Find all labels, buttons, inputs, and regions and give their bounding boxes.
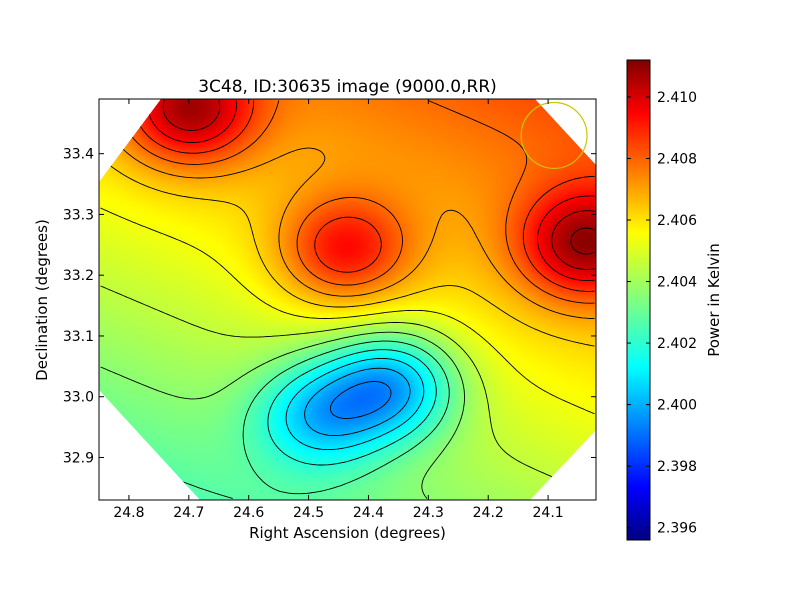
colorbar-tick-label: 2.400: [657, 398, 697, 414]
x-axis-ticks: 24.8 24.7 24.6 24.5 24.4 24.3 24.2 24.1: [113, 99, 564, 521]
colorbar-ticks: 2.396 2.398 2.400 2.402 2.404 2.406 2.408 2.410: [627, 90, 697, 537]
x-tick-label: 24.2: [473, 505, 504, 521]
y-tick-label: 33.2: [63, 268, 94, 284]
x-axis-label: Right Ascension (degrees): [249, 524, 446, 542]
colorbar: 2.396 2.398 2.400 2.402 2.404 2.406 2.408 2.410…: [626, 59, 723, 541]
y-tick-label: 33.0: [63, 390, 94, 406]
y-axis-ticks: 32.9 33.0 33.1 33.2 33.3 33.4: [63, 147, 596, 466]
x-tick-label: 24.4: [353, 505, 384, 521]
y-tick-label: 33.1: [63, 329, 94, 345]
colorbar-gradient: [627, 60, 650, 540]
contour-line: [100, 285, 595, 496]
x-tick-label: 24.6: [233, 505, 264, 521]
chart-title: 3C48, ID:30635 image (9000.0,RR): [198, 77, 497, 97]
x-tick-label: 24.5: [293, 505, 324, 521]
colorbar-tick-label: 2.396: [657, 521, 697, 537]
contour-lines: [100, 100, 595, 499]
y-tick-label: 33.3: [63, 207, 94, 223]
colorbar-frame: [626, 59, 651, 541]
contour-line: [285, 357, 425, 451]
contour-line: [162, 100, 595, 270]
contour-line: [329, 381, 392, 419]
colorbar-tick-label: 2.402: [657, 336, 697, 352]
y-tick-label: 32.9: [63, 450, 94, 466]
plot-area: 24.8 24.7 24.6 24.5 24.4 24.3 24.2 24.1 32.9 33.…: [63, 98, 597, 521]
contour-line: [267, 349, 437, 466]
heatmap-image: [99, 99, 596, 500]
contour-line: [570, 227, 595, 255]
x-tick-label: 24.7: [173, 505, 204, 521]
colorbar-tick-label: 2.406: [657, 213, 697, 229]
colorbar-tick-label: 2.398: [657, 459, 697, 475]
colorbar-tick-label: 2.408: [657, 151, 697, 167]
colorbar-tick-label: 2.404: [657, 275, 697, 291]
beam-marker: [520, 101, 588, 169]
x-tick-label: 24.8: [113, 505, 144, 521]
colorbar-label: Power in Kelvin: [705, 243, 723, 357]
axes-frame: [98, 98, 597, 501]
x-tick-label: 24.3: [413, 505, 444, 521]
y-axis-label: Declination (degrees): [33, 219, 51, 381]
contour-line: [304, 367, 411, 437]
contour-line: [100, 207, 595, 415]
x-tick-label: 24.1: [533, 505, 564, 521]
y-tick-label: 33.4: [63, 147, 94, 163]
contour-line: [100, 331, 465, 499]
colorbar-tick-label: 2.410: [657, 90, 697, 106]
